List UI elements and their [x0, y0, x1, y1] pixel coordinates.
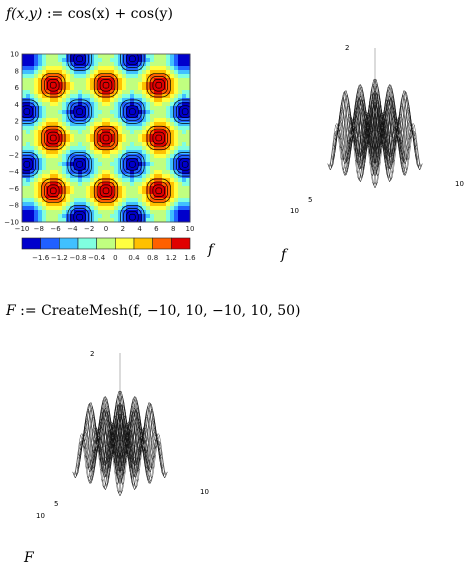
contour-x-tick: 10	[186, 225, 195, 233]
surface-plot-1-label: f	[281, 247, 287, 263]
contour-y-tick: 6	[15, 84, 20, 92]
surface-2-x-tick: 10	[200, 488, 209, 496]
contour-legend-label: 0.8	[147, 254, 158, 262]
surface-1-z-tick: 2	[345, 44, 350, 52]
contour-legend-label: −1.2	[51, 254, 68, 262]
surface-1-y-tick-a: 10	[290, 207, 299, 215]
contour-x-tick: −4	[67, 225, 78, 233]
contour-legend-swatch	[152, 237, 172, 250]
surface-mesh	[72, 390, 168, 497]
surface-2-y-tick-a: 10	[36, 512, 45, 520]
surface-mesh	[327, 78, 423, 189]
surface-plot-2-label: F	[24, 550, 34, 566]
surface-1-x-tick: 10	[455, 180, 464, 188]
contour-y-tick: −2	[9, 151, 19, 159]
contour-x-tick: 6	[154, 225, 159, 233]
contour-legend-swatch	[115, 237, 135, 250]
contour-legend-label: 1.6	[184, 254, 196, 262]
contour-legend-label: −0.4	[88, 254, 106, 262]
contour-y-tick: −10	[4, 219, 19, 227]
mesh-definition[interactable]: F := CreateMesh(f, −10, 10, −10, 10, 50)	[6, 303, 301, 319]
mesh-rhs: CreateMesh(f, −10, 10, −10, 10, 50)	[41, 303, 301, 319]
contour-y-tick: −6	[9, 185, 20, 193]
contour-legend-swatch	[21, 237, 41, 250]
surface-2-z-tick: 2	[90, 350, 95, 358]
contour-x-tick: −6	[50, 225, 61, 233]
contour-y-tick: −8	[9, 202, 19, 210]
surface-2-y-tick-b: 5	[54, 500, 59, 508]
contour-plot-svg: −10 −8 −6 −4 −2 0 2 4 6 8 10 10 8 6 4 2 0 −2 −4 −6 −8 −10 −1.6…	[4, 51, 196, 263]
surface-plot-1-svg	[327, 48, 423, 189]
contour-x-tick: 0	[104, 225, 108, 233]
contour-y-tick: −4	[9, 168, 20, 176]
contour-legend-label: 0	[113, 254, 117, 262]
definition-rhs: cos(x) + cos(y)	[67, 6, 173, 22]
contour-y-tick: 2	[15, 118, 19, 126]
contour-y-tick: 8	[15, 67, 19, 75]
contour-legend-swatch	[171, 237, 191, 250]
contour-x-tick: 8	[171, 225, 175, 233]
contour-x-tick: −2	[84, 225, 94, 233]
surface-1-y-tick-b: 5	[308, 196, 313, 204]
contour-lines	[22, 54, 190, 222]
function-definition[interactable]: f(x,y) := cos(x) + cos(y)	[6, 6, 173, 22]
contour-x-tick: −10	[15, 225, 30, 233]
contour-plot-label: f	[208, 242, 214, 258]
contour-plot[interactable]: −10 −8 −6 −4 −2 0 2 4 6 8 10 10 8 6 4 2 0 −2 −4 −6 −8 −10 −1.6…	[0, 46, 230, 276]
surface-plot-2[interactable]	[28, 345, 218, 525]
contour-legend-swatch	[40, 237, 60, 250]
contour-legend-swatch	[77, 237, 97, 250]
contour-frame	[21, 53, 191, 223]
contour-legend-swatch	[59, 237, 79, 250]
contour-legend-label: −1.6	[32, 254, 50, 262]
contour-y-tick: 10	[10, 51, 19, 59]
contour-x-tick: 4	[137, 225, 142, 233]
contour-y-tick: 0	[15, 135, 19, 143]
contour-legend-label: 1.2	[166, 254, 177, 262]
mesh-assign: :=	[20, 303, 37, 319]
contour-fill	[22, 54, 191, 223]
definition-lhs: f(x,y)	[6, 6, 43, 22]
contour-y-tick: 4	[15, 101, 20, 109]
contour-legend-label: 0.4	[128, 254, 140, 262]
contour-legend-label: −0.8	[70, 254, 87, 262]
definition-assign: :=	[46, 6, 64, 22]
surface-plot-2-svg	[72, 353, 168, 497]
contour-legend-swatch	[96, 237, 116, 250]
contour-legend-swatch	[133, 237, 153, 250]
contour-x-tick: 2	[121, 225, 125, 233]
surface-plot-1[interactable]	[280, 38, 470, 238]
contour-x-tick: −8	[34, 225, 44, 233]
mesh-lhs: F	[6, 303, 16, 319]
